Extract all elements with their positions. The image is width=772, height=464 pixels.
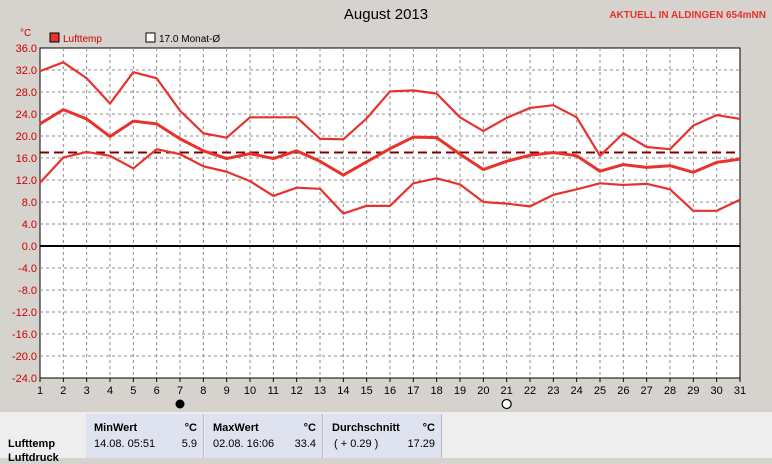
station-label: AKTUELL IN ALDINGEN 654mNN xyxy=(609,10,766,21)
min-value: 5.9 xyxy=(181,438,197,450)
y-tick-label: 16.0 xyxy=(16,153,37,165)
y-tick-label: 8.0 xyxy=(22,197,37,209)
min-unit: °C xyxy=(184,422,197,434)
y-tick-label: -16.0 xyxy=(12,329,37,341)
x-tick-label: 10 xyxy=(244,385,256,397)
x-tick-label: 18 xyxy=(431,385,443,397)
x-tick-label: 6 xyxy=(154,385,160,397)
avg-delta: ( + 0.29 ) xyxy=(334,438,379,450)
x-tick-label: 5 xyxy=(130,385,136,397)
max-unit: °C xyxy=(303,422,316,434)
y-tick-label: -24.0 xyxy=(12,373,37,385)
stats-row2-label: Luftdruck xyxy=(8,452,59,464)
avg-value: 17.29 xyxy=(407,438,435,450)
x-tick-label: 25 xyxy=(594,385,606,397)
y-tick-label: 0.0 xyxy=(22,241,37,253)
y-tick-label: -12.0 xyxy=(12,307,37,319)
y-tick-label: -8.0 xyxy=(18,285,37,297)
x-tick-label: 26 xyxy=(617,385,629,397)
min-value-box: MinWert °C 14.08. 05:51 5.9 xyxy=(86,414,204,458)
x-tick-label: 3 xyxy=(84,385,90,397)
x-tick-label: 22 xyxy=(524,385,536,397)
min-datetime: 14.08. 05:51 xyxy=(94,438,156,450)
avg-value-box: Durchschnitt °C ( + 0.29 ) 17.29 xyxy=(324,414,442,458)
x-tick-label: 16 xyxy=(384,385,396,397)
stats-row-label: Lufttemp xyxy=(8,438,56,450)
avg-unit: °C xyxy=(422,422,435,434)
y-tick-label: 24.0 xyxy=(16,109,37,121)
y-tick-label: 28.0 xyxy=(16,87,37,99)
new-moon-icon xyxy=(501,398,512,410)
x-tick-label: 19 xyxy=(454,385,466,397)
x-tick-label: 28 xyxy=(664,385,676,397)
legend-swatch-series xyxy=(49,32,60,43)
series-line xyxy=(39,148,741,215)
series-line xyxy=(39,61,741,157)
y-tick-label: 20.0 xyxy=(16,131,37,143)
max-value-box: MaxWert °C 02.08. 16:06 33.4 xyxy=(205,414,323,458)
x-tick-label: 13 xyxy=(314,385,326,397)
x-tick-label: 27 xyxy=(641,385,653,397)
y-tick-label: 12.0 xyxy=(16,175,37,187)
x-tick-label: 2 xyxy=(60,385,66,397)
legend-label-reference: 17.0 Monat-Ø xyxy=(159,34,220,45)
x-tick-label: 11 xyxy=(268,385,279,397)
full-moon-icon xyxy=(175,399,185,409)
x-tick-label: 23 xyxy=(547,385,559,397)
y-tick-label: 32.0 xyxy=(16,65,37,77)
chart-title: August 2013 xyxy=(343,6,429,23)
y-tick-label: -4.0 xyxy=(18,263,37,275)
y-tick-label: 4.0 xyxy=(22,219,37,231)
x-tick-label: 4 xyxy=(107,385,113,397)
max-datetime: 02.08. 16:06 xyxy=(213,438,275,450)
x-tick-label: 9 xyxy=(224,385,230,397)
legend-swatch-reference xyxy=(145,32,156,43)
x-tick-label: 1 xyxy=(37,385,43,397)
x-tick-label: 20 xyxy=(477,385,489,397)
x-tick-label: 21 xyxy=(501,385,513,397)
max-header: MaxWert xyxy=(213,422,259,434)
legend-label-series: Lufttemp xyxy=(63,34,102,45)
x-tick-label: 8 xyxy=(200,385,206,397)
x-tick-label: 12 xyxy=(291,385,303,397)
temperature-chart: 36.0 32.0 28.0 24.0 20.0 16.0 12.0 8.0 4.0 0.0 -4.… xyxy=(12,32,746,410)
series-line xyxy=(39,108,741,177)
x-tick-label: 17 xyxy=(407,385,419,397)
avg-header: Durchschnitt xyxy=(332,422,400,434)
max-value: 33.4 xyxy=(294,438,316,450)
y-axis-unit: °C xyxy=(20,28,32,39)
x-tick-label: 29 xyxy=(687,385,699,397)
x-tick-label: 14 xyxy=(337,385,349,397)
y-tick-label: 36.0 xyxy=(16,43,37,55)
x-tick-label: 24 xyxy=(571,385,583,397)
x-tick-label: 30 xyxy=(711,385,723,397)
y-tick-label: -20.0 xyxy=(12,351,37,363)
min-header: MinWert xyxy=(94,422,138,434)
x-tick-label: 31 xyxy=(734,385,746,397)
x-tick-label: 15 xyxy=(361,385,373,397)
x-tick-label: 7 xyxy=(177,385,183,397)
